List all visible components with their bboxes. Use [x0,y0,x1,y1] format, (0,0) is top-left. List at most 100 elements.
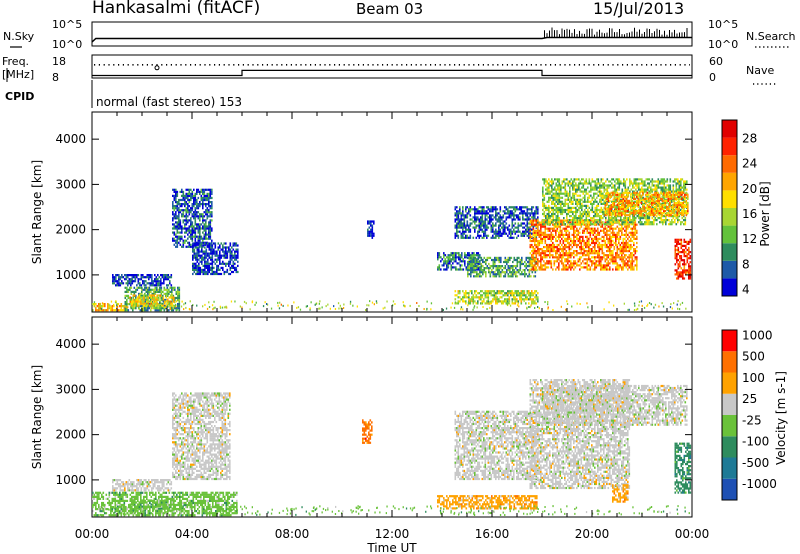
power-panel-cell [552,200,555,203]
power-panel-cell [633,233,635,236]
power-panel-cell [558,206,561,209]
power-panel-cell [567,254,569,257]
power-panel-cell [163,288,166,291]
power-panel-cell [612,256,614,259]
power-panel-cell [175,245,177,248]
power-panel-cell [624,233,626,236]
power-panel-cell [631,231,634,234]
power-panel-cell [471,258,474,262]
power-panel-cell [201,256,203,259]
power-panel-cell [585,250,587,253]
power-panel-cell [181,237,183,240]
power-panel-cell [526,220,529,223]
power-panel-cell [135,307,137,310]
power-panel-cell [535,221,538,224]
power-panel-cell [559,225,562,228]
power-panel-cell [531,212,533,215]
power-panel-cell [151,292,154,295]
power-panel-cell [504,298,506,301]
power-panel-cell [454,226,457,229]
power-panel-cell [624,243,626,247]
power-panel-cell [205,270,208,274]
power-panel-cell [503,260,505,264]
power-panel-cell [561,192,564,195]
power-panel-cell [127,274,129,277]
power-panel-cell [630,256,632,259]
power-panel-cell [581,198,583,201]
power-panel-cell [477,275,480,278]
power-panel-cell [542,188,544,191]
power-panel-cell [603,243,605,247]
power-panel-cell [567,266,569,269]
power-panel-cell [490,208,493,211]
power-panel-cell [454,298,457,301]
power-panel-cell [546,223,549,226]
power-panel-cell [528,260,531,264]
power-panel-cell [534,239,536,243]
power-panel-cell [585,188,588,191]
power-panel-cell [105,309,108,312]
power-panel-cell [185,201,188,204]
power-panel-cell [570,248,572,251]
power-panel-cell [544,225,547,228]
power-panel-cell [540,262,542,265]
power-panel-cell [586,262,589,265]
power-panel-cell [490,294,493,297]
power-panel-cell [502,230,505,233]
power-panel-cell [477,252,480,255]
power-panel-cell [188,205,191,208]
power-panel-cell [574,254,577,257]
power-panel-cell [111,309,114,312]
power-panel-cell [607,225,610,228]
power-panel-cell [597,204,600,207]
power-panel-cell [475,218,478,221]
power-panel-cell [527,256,529,259]
power-panel-cell [473,269,475,272]
power-panel-cell [548,219,550,222]
power-panel-cell [580,262,583,265]
power-panel-cell [544,235,547,238]
power-panel-cell [447,264,450,267]
power-panel-cell [203,198,206,202]
power-panel-cell [573,252,575,255]
power-panel-cell [152,298,154,301]
power-panel-cell [596,178,598,181]
power-panel-cell [534,292,536,295]
power-panel-cell [198,252,200,255]
power-panel-cell [551,208,553,212]
power-panel-cell [519,269,522,272]
power-panel-cell [569,182,571,185]
power-panel-cell [552,180,555,183]
power-panel-cell [609,243,611,247]
power-panel-cell [231,246,233,249]
power-panel-cell [497,267,499,270]
power-panel-cell [194,229,197,232]
power-panel-cell [606,243,608,247]
power-panel-cell [112,274,114,277]
power-panel-cell [190,229,192,232]
power-panel-cell [154,280,156,283]
power-panel-cell [163,305,166,308]
power-panel-cell [622,250,625,253]
power-panel-cell [133,286,136,289]
power-panel-cell [560,210,562,214]
power-panel-cell [612,233,614,236]
power-panel-cell [612,217,615,220]
power-panel-cell [453,252,456,255]
power-panel-cell [159,286,161,289]
power-panel-cell [627,227,629,230]
power-panel-cell [556,252,559,255]
power-panel-cell [631,268,634,271]
power-panel-cell [162,307,164,310]
power-panel-cell [213,260,215,263]
power-panel-cell [528,262,531,266]
power-panel-cell [474,222,476,225]
power-panel-cell [162,294,164,297]
power-panel-cell [540,266,542,269]
power-panel-cell [522,210,524,213]
power-panel-cell [619,229,622,232]
power-panel-cell [190,217,192,220]
power-panel-cell [624,241,626,245]
power-panel-cell [511,230,514,233]
power-panel-cell [578,221,580,224]
